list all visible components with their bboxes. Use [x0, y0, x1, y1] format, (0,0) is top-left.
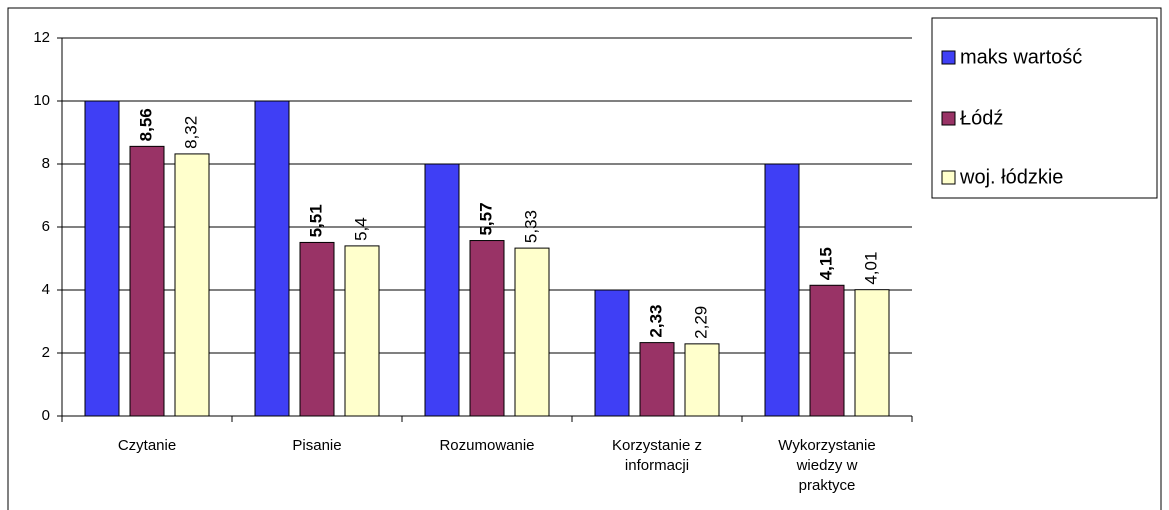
value-label: 5,33: [521, 210, 540, 243]
y-tick-label: 0: [42, 407, 50, 424]
value-label: 5,51: [306, 204, 325, 237]
value-label: 5,57: [476, 202, 495, 235]
value-label: 2,33: [646, 305, 665, 338]
y-tick-label: 8: [42, 155, 50, 172]
bar: [254, 100, 290, 417]
value-label: 2,29: [691, 306, 710, 339]
legend-label: woj. łódzkie: [959, 166, 1063, 188]
bar: [809, 284, 845, 417]
bar: [424, 163, 460, 417]
x-tick-label: Czytanie: [118, 437, 176, 454]
bar: [299, 241, 335, 417]
value-label: 8,56: [136, 108, 155, 141]
y-tick-label: 2: [42, 344, 50, 361]
y-tick-label: 10: [33, 92, 50, 109]
x-tick-label: Korzystanie z informacji: [612, 437, 702, 474]
value-label: 4,01: [861, 252, 880, 285]
x-tick-line: informacji: [625, 457, 689, 474]
x-tick-line: praktyce: [799, 477, 856, 494]
bar: [639, 342, 675, 417]
value-label: 5,4: [351, 217, 370, 241]
x-tick-label: Rozumowanie: [439, 437, 534, 454]
legend-label: Łódź: [960, 107, 1003, 129]
legend-swatch: [941, 111, 956, 126]
bar: [469, 240, 505, 417]
x-tick-label: Wykorzystanie wiedzy w praktyce: [778, 437, 875, 494]
y-tick-label: 4: [42, 281, 50, 298]
x-tick-line: Korzystanie z: [612, 437, 702, 454]
x-tick-line: Wykorzystanie: [778, 437, 875, 454]
value-label: 8,32: [181, 116, 200, 149]
y-tick-label: 6: [42, 218, 50, 235]
x-tick-label: Pisanie: [292, 437, 341, 454]
value-label: 4,15: [816, 247, 835, 280]
legend-swatch: [941, 50, 956, 65]
bar: [684, 343, 720, 417]
bar: [84, 100, 120, 417]
y-tick-label: 12: [33, 29, 50, 46]
bar: [344, 245, 380, 417]
bar: [854, 289, 890, 417]
bar: [129, 145, 165, 417]
bar: [514, 247, 550, 417]
legend-swatch: [941, 170, 956, 185]
bar: [174, 153, 210, 417]
bar: [594, 289, 630, 417]
bar: [764, 163, 800, 417]
legend-box: [931, 17, 1158, 199]
x-tick-line: wiedzy w: [796, 457, 858, 474]
legend-label: maks wartość: [960, 46, 1082, 68]
